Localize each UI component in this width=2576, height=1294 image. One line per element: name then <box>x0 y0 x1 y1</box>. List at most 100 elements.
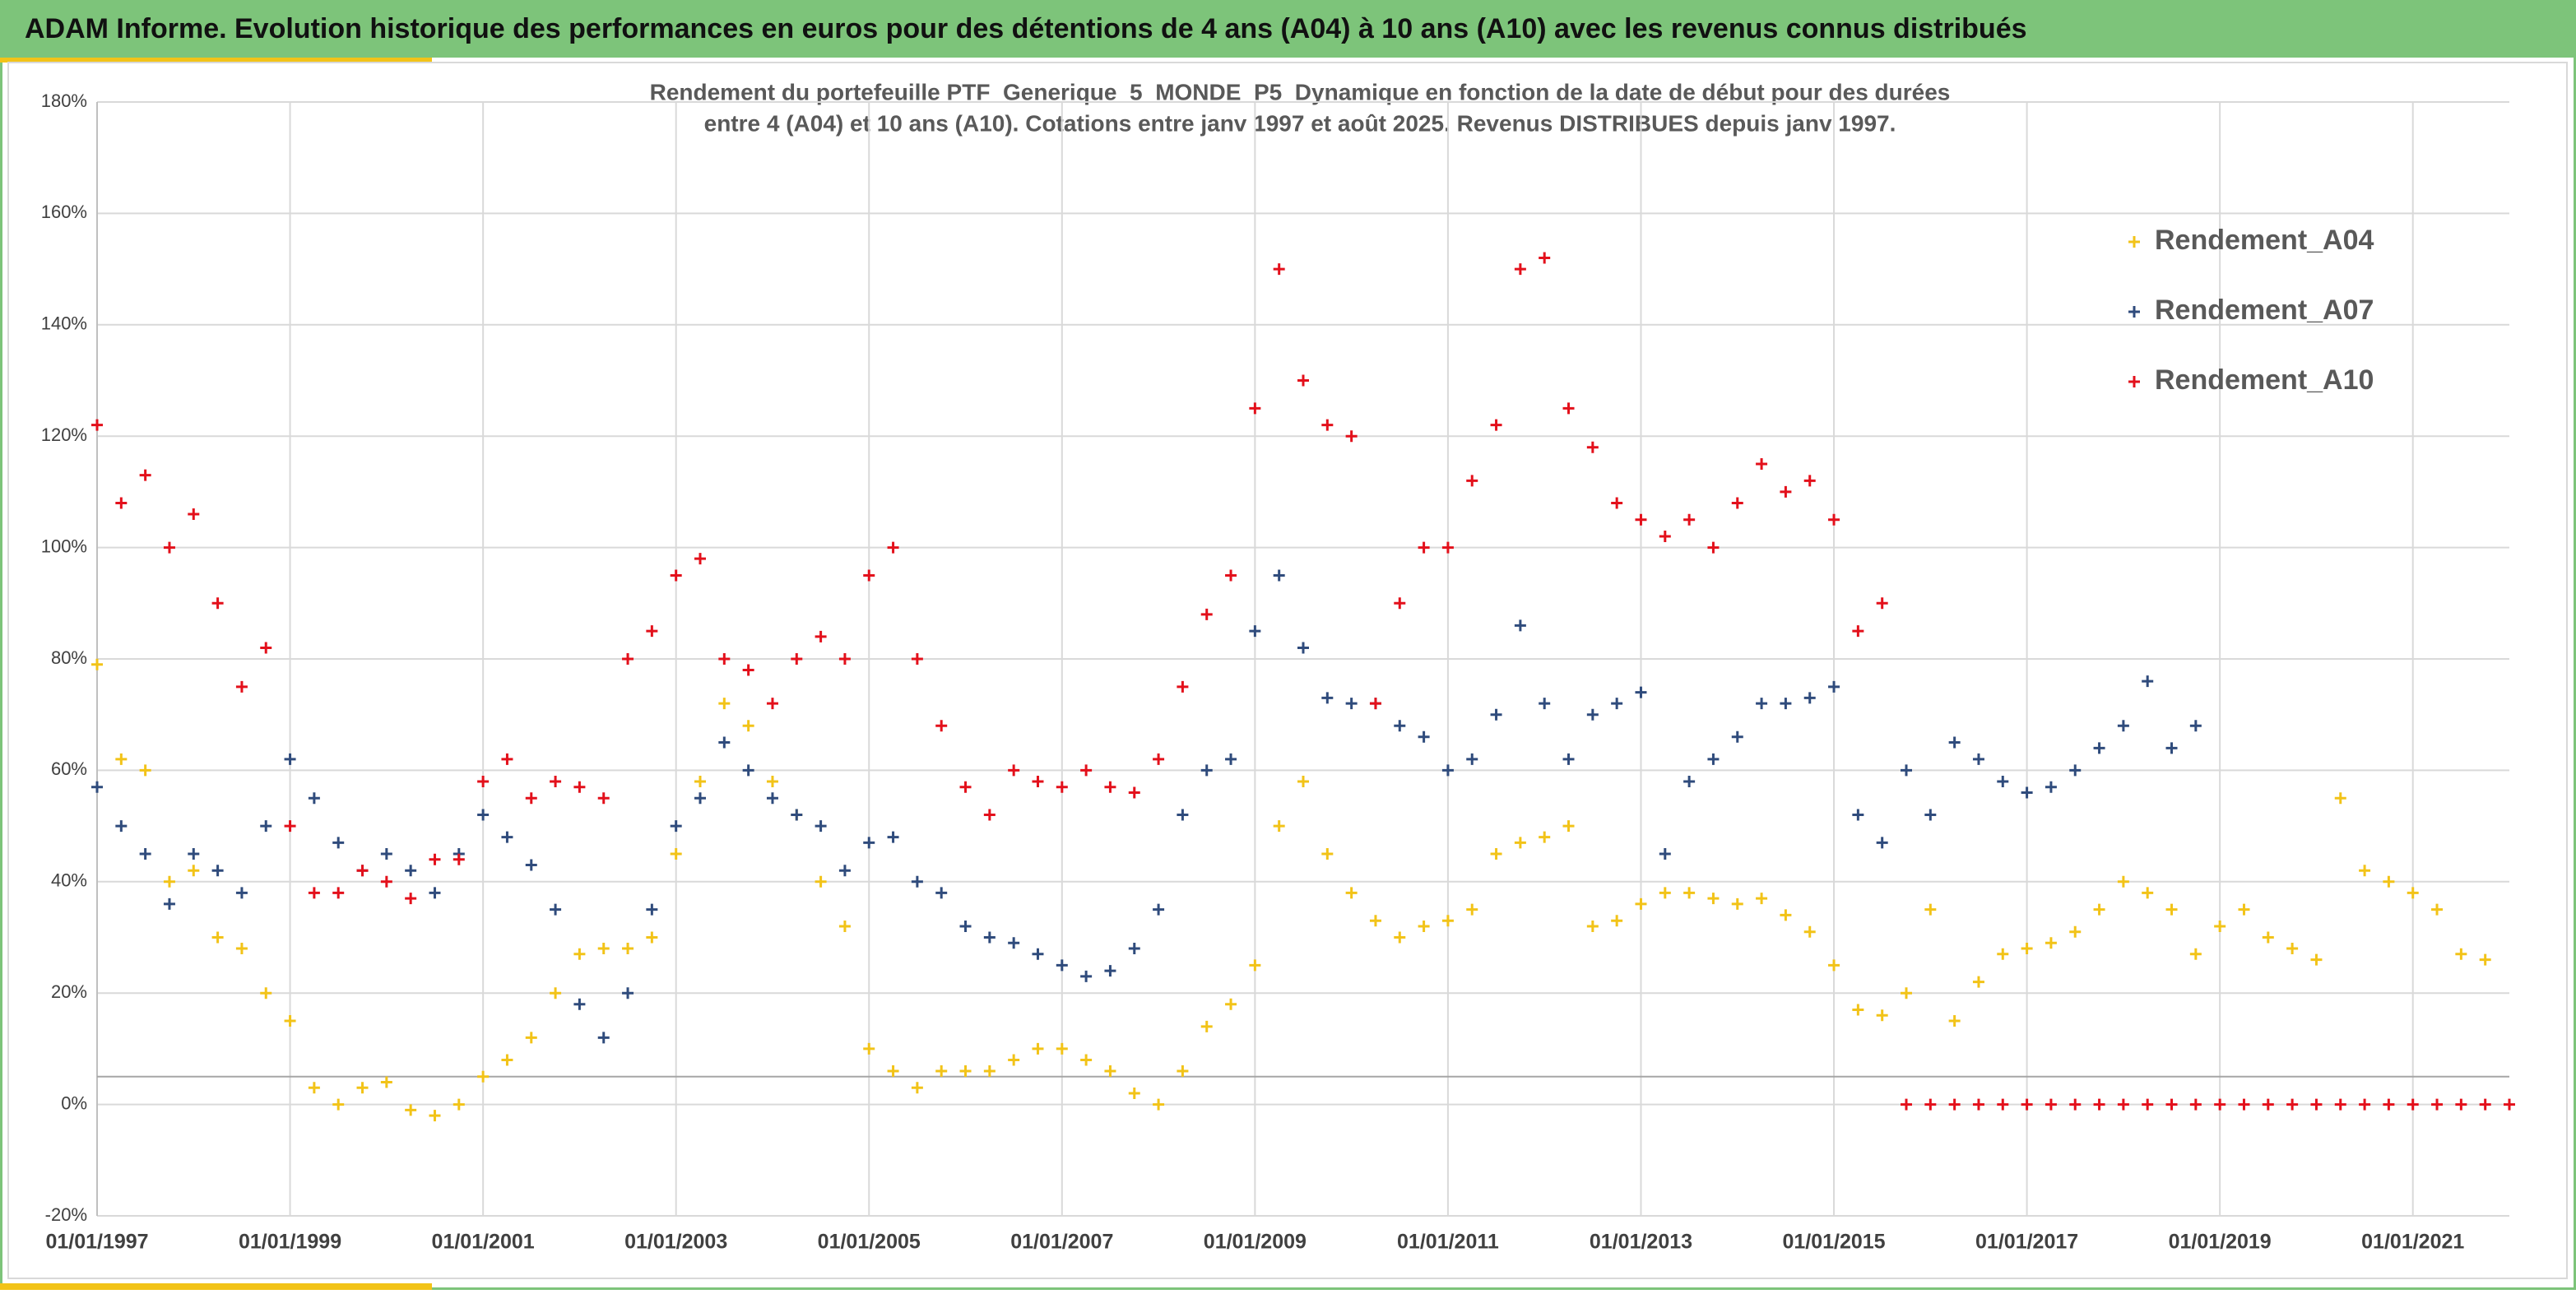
chart-subtitle: entre 4 (A04) et 10 ans (A10). Cotations… <box>704 110 1896 136</box>
data-point <box>1394 597 1406 610</box>
data-point <box>887 1064 899 1077</box>
plot-frame <box>7 62 2568 1279</box>
data-point <box>2117 720 2129 732</box>
data-point <box>1756 893 1768 905</box>
data-point <box>815 630 827 642</box>
data-point <box>453 853 465 865</box>
data-point <box>1539 252 1551 264</box>
x-tick-label: 01/01/2011 <box>1397 1231 1499 1254</box>
data-point <box>2214 1098 2226 1111</box>
data-point <box>838 653 851 665</box>
data-point <box>1828 680 1840 693</box>
data-point <box>2093 1098 2105 1111</box>
data-point <box>1273 263 1285 276</box>
data-point <box>2165 742 2178 754</box>
data-point <box>1997 948 2009 960</box>
data-point <box>2142 675 2154 688</box>
legend-label: Rendement_A04 <box>2155 225 2374 256</box>
data-point <box>863 569 875 582</box>
data-point <box>1731 897 1743 910</box>
data-point <box>1539 831 1551 843</box>
legend-label: Rendement_A07 <box>2155 295 2374 326</box>
data-point <box>622 987 634 999</box>
data-point <box>597 943 610 955</box>
data-point <box>91 419 103 431</box>
data-point <box>1080 1054 1093 1066</box>
data-point <box>1707 753 1720 765</box>
data-point <box>2189 720 2202 732</box>
data-point <box>670 847 682 860</box>
data-point <box>163 897 175 910</box>
x-tick-label: 01/01/2003 <box>624 1231 727 1254</box>
data-point <box>477 809 490 821</box>
data-point <box>260 987 272 999</box>
data-point <box>1780 485 1792 498</box>
x-tick-label: 01/01/2001 <box>432 1231 535 1254</box>
data-point <box>1249 402 1261 415</box>
data-point <box>1490 847 1502 860</box>
data-point <box>2479 1098 2491 1111</box>
data-point <box>1345 698 1358 710</box>
data-point <box>766 698 778 710</box>
data-point <box>1876 837 1888 849</box>
data-point <box>2069 764 2082 777</box>
data-point <box>1756 458 1768 471</box>
data-point <box>2045 1098 2057 1111</box>
data-point <box>1441 541 1454 554</box>
legend-marker <box>2128 376 2140 387</box>
y-tick-label: 100% <box>41 536 87 556</box>
data-point <box>380 875 392 888</box>
data-point <box>1780 698 1792 710</box>
data-point <box>887 541 899 554</box>
data-point <box>1008 764 1020 777</box>
data-point <box>1441 915 1454 927</box>
data-point <box>983 809 996 821</box>
data-point <box>91 658 103 670</box>
data-point <box>1562 753 1575 765</box>
data-point <box>622 943 634 955</box>
data-point <box>1852 625 1864 638</box>
data-point <box>2334 1098 2346 1111</box>
data-point <box>525 792 537 805</box>
y-tick-label: 140% <box>41 313 87 334</box>
data-point <box>211 865 224 877</box>
data-point <box>163 875 175 888</box>
x-tick-label: 01/01/2005 <box>818 1231 921 1254</box>
data-point <box>1056 781 1068 793</box>
data-point <box>550 775 562 787</box>
data-point <box>1104 1064 1116 1077</box>
data-point <box>2455 1098 2467 1111</box>
x-tick-label: 01/01/2019 <box>2169 1231 2272 1254</box>
data-point <box>2431 1098 2444 1111</box>
data-point <box>573 948 586 960</box>
data-point <box>525 1032 537 1044</box>
data-point <box>863 1042 875 1055</box>
data-point <box>2021 1098 2033 1111</box>
page-title: ADAM Informe. Evolution historique des p… <box>25 13 2027 44</box>
data-point <box>1441 764 1454 777</box>
data-point <box>477 775 490 787</box>
data-point <box>188 865 200 877</box>
data-point <box>332 887 345 899</box>
data-point <box>1032 775 1044 787</box>
data-point <box>1466 903 1478 916</box>
data-point <box>2359 865 2371 877</box>
data-point <box>887 831 899 843</box>
data-point <box>2117 875 2129 888</box>
data-point <box>380 847 392 860</box>
data-point <box>260 820 272 833</box>
data-point <box>1948 1015 1961 1027</box>
data-point <box>573 781 586 793</box>
y-tick-label: 120% <box>41 424 87 445</box>
data-point <box>2334 792 2346 805</box>
data-point <box>1104 781 1116 793</box>
data-point <box>1852 1004 1864 1016</box>
data-point <box>1177 1064 1189 1077</box>
data-point <box>2479 953 2491 966</box>
data-point <box>1032 1042 1044 1055</box>
data-point <box>959 1064 972 1077</box>
data-point <box>1514 837 1526 849</box>
x-tick-label: 01/01/2017 <box>1975 1231 2078 1254</box>
data-point <box>405 865 417 877</box>
data-point <box>284 753 296 765</box>
